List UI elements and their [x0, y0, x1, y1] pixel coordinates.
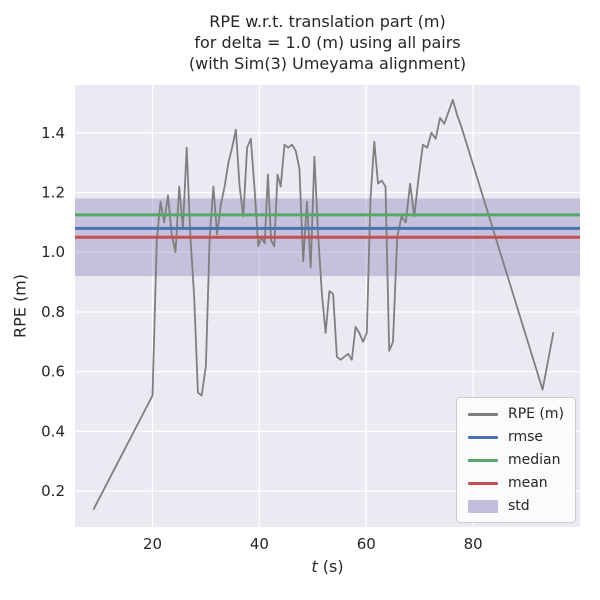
legend-item-rmse: rmse [467, 429, 564, 445]
x-tick-label: 60 [357, 535, 376, 553]
legend-line-swatch-rmse [467, 435, 498, 439]
legend-label-mean: mean [507, 475, 548, 491]
x-axis-label-units: (s) [317, 557, 344, 576]
y-tick-label: 1.0 [41, 243, 65, 261]
y-axis-label: RPE (m) [10, 273, 30, 339]
legend-label-std: std [507, 498, 530, 514]
y-tick-label: 0.4 [41, 422, 65, 440]
y-tick-label: 0.2 [41, 482, 65, 500]
chart-title: RPE w.r.t. translation part (m) for delt… [75, 11, 580, 74]
legend: RPE (m) rmse median mean std [455, 397, 576, 523]
x-axis-label-symbol: t [311, 557, 318, 576]
legend-line-swatch-median [467, 458, 498, 462]
y-tick-label: 1.2 [41, 184, 65, 202]
legend-label-rpe: RPE (m) [507, 406, 564, 422]
legend-item-mean: mean [467, 475, 564, 491]
chart-title-line-1: RPE w.r.t. translation part (m) [209, 12, 446, 31]
legend-item-median: median [467, 452, 564, 468]
y-tick-label: 1.4 [41, 124, 65, 142]
x-tick-label: 20 [143, 535, 162, 553]
legend-item-rpe: RPE (m) [467, 406, 564, 422]
y-tick-label: 0.6 [41, 363, 65, 381]
chart-title-line-3: (with Sim(3) Umeyama alignment) [188, 54, 467, 73]
y-tick-label: 0.8 [41, 303, 65, 321]
legend-patch-swatch-std [467, 499, 498, 513]
legend-label-median: median [507, 452, 561, 468]
legend-line-swatch-rpe [467, 412, 498, 416]
rpe-line [92, 99, 555, 511]
x-tick-label: 80 [464, 535, 483, 553]
legend-line-swatch-mean [467, 481, 498, 485]
chart-title-line-2: for delta = 1.0 (m) using all pairs [194, 33, 461, 52]
x-axis-label: t (s) [75, 557, 580, 576]
x-tick-label: 40 [250, 535, 269, 553]
legend-item-std: std [467, 498, 564, 514]
legend-label-rmse: rmse [507, 429, 544, 445]
